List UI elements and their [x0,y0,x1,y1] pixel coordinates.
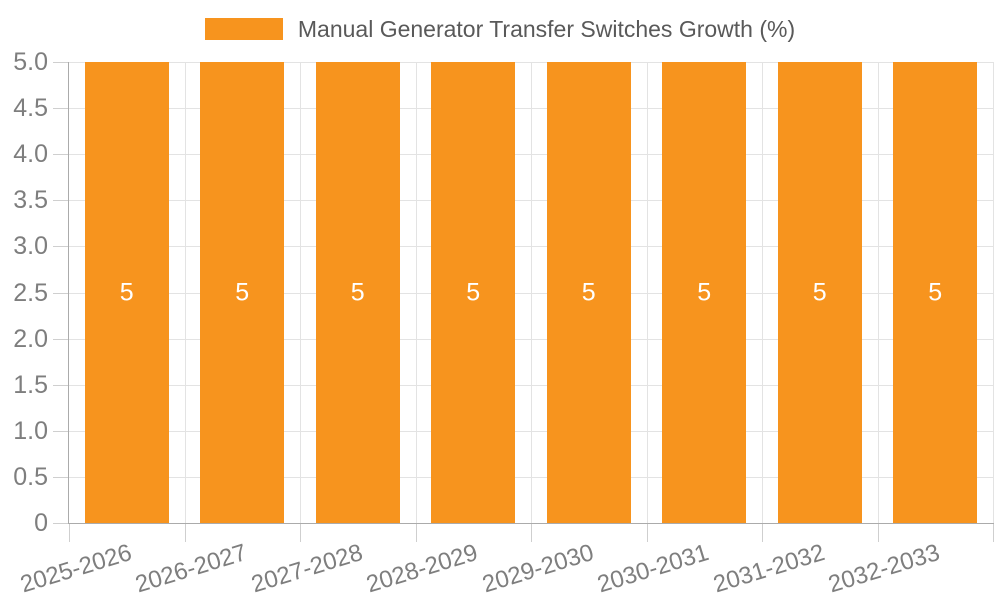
bar: 5 [662,62,747,523]
y-axis-tick-label: 2.5 [13,278,48,307]
x-axis-tick [184,524,186,542]
x-axis-tick [300,524,301,542]
y-axis-tick [53,154,69,156]
y-axis-tick [53,62,69,63]
y-axis-tick [53,108,69,110]
y-axis-tick [53,476,69,478]
bar: 5 [84,62,169,523]
bar: 5 [777,62,862,523]
bar-value-label: 5 [235,278,250,306]
plot-area: 5 5 5 5 5 5 5 5 [69,62,994,523]
bar-value-label: 5 [928,278,943,306]
bar-value-label: 5 [581,278,596,306]
y-axis-tick [53,523,69,524]
bar-value-label: 5 [350,278,365,306]
y-axis-tick-label: 5.0 [13,48,48,76]
y-axis-tick [53,200,69,202]
v-gridline [877,62,879,523]
x-axis-line [68,523,994,524]
bar: 5 [546,62,631,523]
x-axis-tick [69,524,70,542]
y-axis-line [68,62,69,524]
v-gridline [300,62,301,523]
x-axis-tick [531,524,532,542]
bar: 5 [431,62,516,523]
y-axis-tick-label: 1.5 [13,370,48,399]
v-gridline [993,62,994,523]
bar-value-label: 5 [697,278,712,306]
legend-swatch-icon [204,18,283,40]
v-gridline [184,62,186,523]
y-axis-tick [53,384,69,386]
bar-value-label: 5 [812,278,827,306]
bar-value-label: 5 [119,278,134,306]
v-gridline [646,62,648,523]
x-axis-tick [415,524,417,542]
y-axis-tick-label: 2.0 [13,324,48,353]
v-gridline [762,62,763,523]
x-axis-tick [993,524,994,542]
y-axis-tick-label: 3.0 [13,232,48,261]
legend-label: Manual Generator Transfer Switches Growt… [297,16,796,42]
y-axis-tick-label: 4.0 [13,140,48,169]
y-axis-tick [53,292,69,294]
bar-value-label: 5 [466,278,481,306]
y-axis-tick [53,338,69,340]
x-axis-tick [877,524,879,542]
bar: 5 [200,62,285,523]
y-axis-tick-label: 1.0 [13,416,48,445]
y-axis-tick-label: 4.5 [13,94,48,123]
y-axis-tick [53,246,69,248]
v-gridline [531,62,532,523]
x-axis-tick [646,524,648,542]
y-axis-tick-label: 3.5 [13,186,48,215]
chart-legend[interactable]: Manual Generator Transfer Switches Growt… [0,15,1000,43]
y-axis-tick [53,430,69,432]
y-axis-tick-label: 0.5 [13,462,48,491]
y-axis-tick-label: 0 [34,509,48,537]
bar: 5 [315,62,400,523]
x-axis-tick [762,524,763,542]
bar: 5 [893,62,978,523]
v-gridline [415,62,417,523]
